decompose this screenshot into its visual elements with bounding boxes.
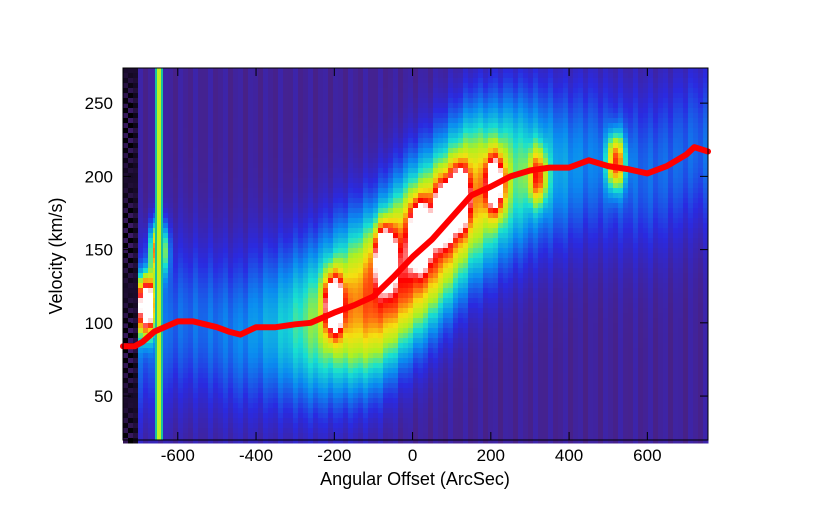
x-tick-label: 400 [555,446,583,465]
rotation-curve-layer [120,144,711,350]
y-tick-label: 150 [85,241,113,260]
x-tick-label: 0 [408,446,417,465]
x-tick-label: -200 [317,446,351,465]
y-axis-title: Velocity (km/s) [46,197,66,314]
x-tick-label: 200 [477,446,505,465]
y-tick-label: 50 [94,387,113,406]
y-axis-ticks: 50 100 150 200 250 [85,94,708,406]
plot-frame [122,67,709,441]
y-tick-label: 100 [85,314,113,333]
y-tick-label: 250 [85,94,113,113]
heatmap-plot-area [123,68,709,444]
x-tick-label: -600 [161,446,195,465]
x-tick-label: -400 [239,446,273,465]
x-axis-title: Angular Offset (ArcSec) [320,469,510,489]
x-tick-label: 600 [633,446,661,465]
rotation-curve-line [120,144,711,350]
y-tick-label: 200 [85,167,113,186]
x-axis-ticks: -600 -400 -200 0 200 400 600 [161,68,662,465]
